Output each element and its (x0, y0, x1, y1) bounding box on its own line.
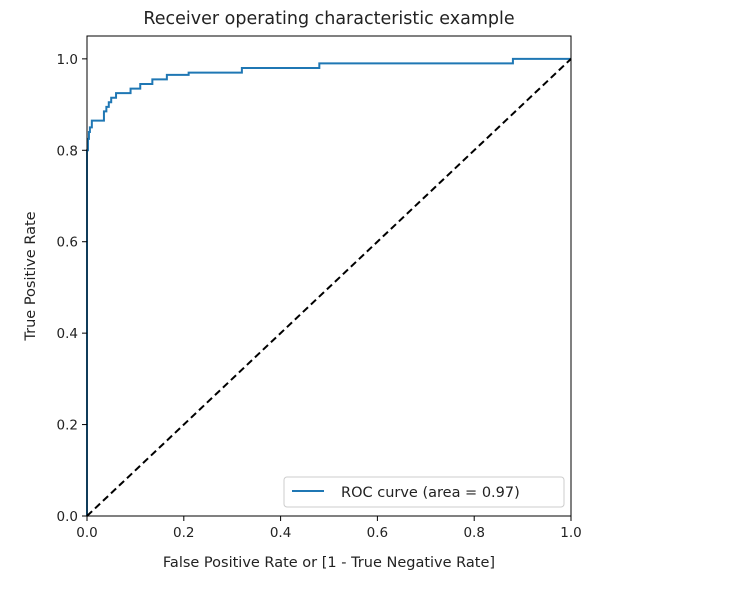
axis-ticks: 0.0 0.2 0.4 0.6 0.8 1.0 0.0 0.2 0.4 0.6 0.8 1.0 (57, 52, 582, 541)
x-tick-label: 0.8 (463, 525, 484, 541)
y-tick-label: 1.0 (57, 52, 78, 68)
chance-diagonal-line (86, 58, 572, 517)
y-tick-label: 0.6 (57, 235, 78, 251)
y-tick-label: 0.8 (57, 143, 78, 159)
legend-label-roc: ROC curve (area = 0.97) (341, 485, 520, 501)
legend-box (283, 476, 565, 508)
y-axis-label: True Positive Rate (23, 211, 39, 341)
legend: ROC curve (area = 0.97) (283, 476, 565, 508)
y-tick-label: 0.2 (57, 418, 78, 434)
x-tick-label: 0.4 (270, 525, 291, 541)
x-tick-label: 0.6 (367, 525, 388, 541)
x-tick-label: 1.0 (560, 525, 581, 541)
x-tick-label: 0.0 (76, 525, 97, 541)
y-tick-label: 0.4 (57, 326, 78, 342)
chart-title: Receiver operating characteristic exampl… (143, 9, 514, 29)
x-tick-label: 0.2 (173, 525, 194, 541)
x-axis-label: False Positive Rate or [1 - True Negativ… (163, 555, 495, 571)
roc-curve-line (86, 57, 571, 516)
y-tick-label: 0.0 (57, 509, 78, 525)
plot-frame (86, 35, 572, 517)
plot-area (86, 35, 572, 517)
